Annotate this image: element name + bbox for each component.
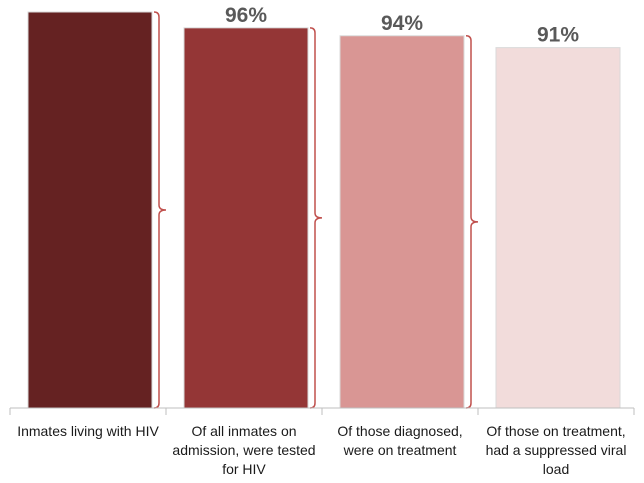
brackets-group: [153, 11, 479, 409]
bracket-2: [309, 27, 323, 409]
bar-3: [339, 35, 465, 409]
bar-4: [495, 47, 621, 409]
value-label-4: 91%: [537, 24, 579, 47]
category-labels-group: Inmates living with HIV Of all inmates on…: [17, 423, 626, 477]
category-label-1: Inmates living with HIV: [17, 423, 159, 439]
bracket-1: [153, 11, 167, 409]
value-label-2: 96%: [225, 4, 267, 27]
category-label-3: Of those diagnosed, were on treatment: [337, 423, 462, 458]
bars-group: [27, 11, 621, 409]
value-labels-group: 96% 94% 91%: [225, 4, 579, 47]
x-axis-ticks: [9, 408, 635, 415]
bracket-3: [465, 35, 479, 409]
value-label-3: 94%: [381, 12, 423, 35]
bar-1: [27, 11, 153, 409]
category-label-2: Of all inmates on admission, were tested f…: [172, 423, 315, 477]
bar-2: [183, 27, 309, 409]
category-label-4: Of those on treatment, had a suppressed v…: [486, 423, 627, 477]
